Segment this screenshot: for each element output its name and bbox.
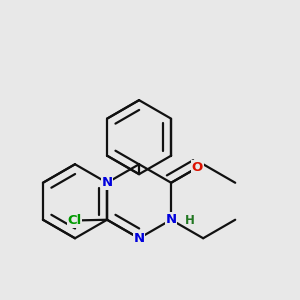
Text: Cl: Cl <box>68 214 82 227</box>
Text: N: N <box>166 213 177 226</box>
Text: N: N <box>134 232 145 245</box>
Text: H: H <box>185 214 195 227</box>
Text: O: O <box>192 161 203 174</box>
Text: N: N <box>101 176 112 189</box>
